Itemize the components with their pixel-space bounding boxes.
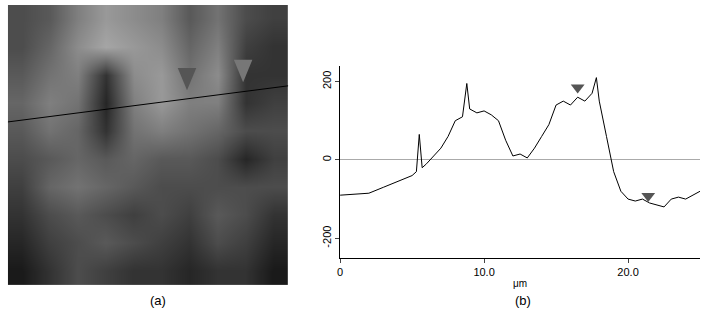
svg-text:-200: -200 (321, 226, 333, 248)
svg-text:(b): (b) (515, 293, 531, 308)
svg-text:200: 200 (321, 71, 333, 89)
svg-text:(a): (a) (150, 293, 166, 308)
svg-text:0: 0 (321, 155, 333, 161)
svg-text:0: 0 (337, 266, 343, 278)
svg-text:10.0: 10.0 (473, 266, 494, 278)
svg-text:μm: μm (513, 278, 527, 289)
svg-text:20.0: 20.0 (617, 266, 638, 278)
